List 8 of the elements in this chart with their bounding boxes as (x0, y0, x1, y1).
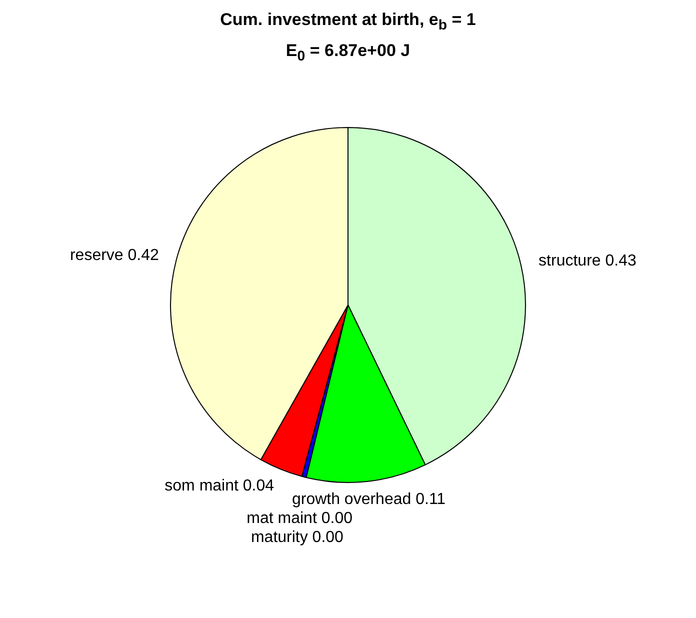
chart-subtitle: E$_{0}$ = 6.87e+00 J (284, 40, 412, 65)
slice-label: structure 0.43 (538, 252, 636, 270)
category-label: maturity 0.00 (250, 528, 344, 546)
slice-label: growth overhead 0.11 (292, 490, 446, 508)
slice-label: reserve 0.42 (70, 246, 159, 264)
chart-title: Cum. investment at birth, e$_{b}$ = 1 (219, 9, 477, 34)
slice-label: som maint 0.04 (164, 477, 274, 494)
slice-label: mat maint 0.00 (246, 510, 353, 527)
